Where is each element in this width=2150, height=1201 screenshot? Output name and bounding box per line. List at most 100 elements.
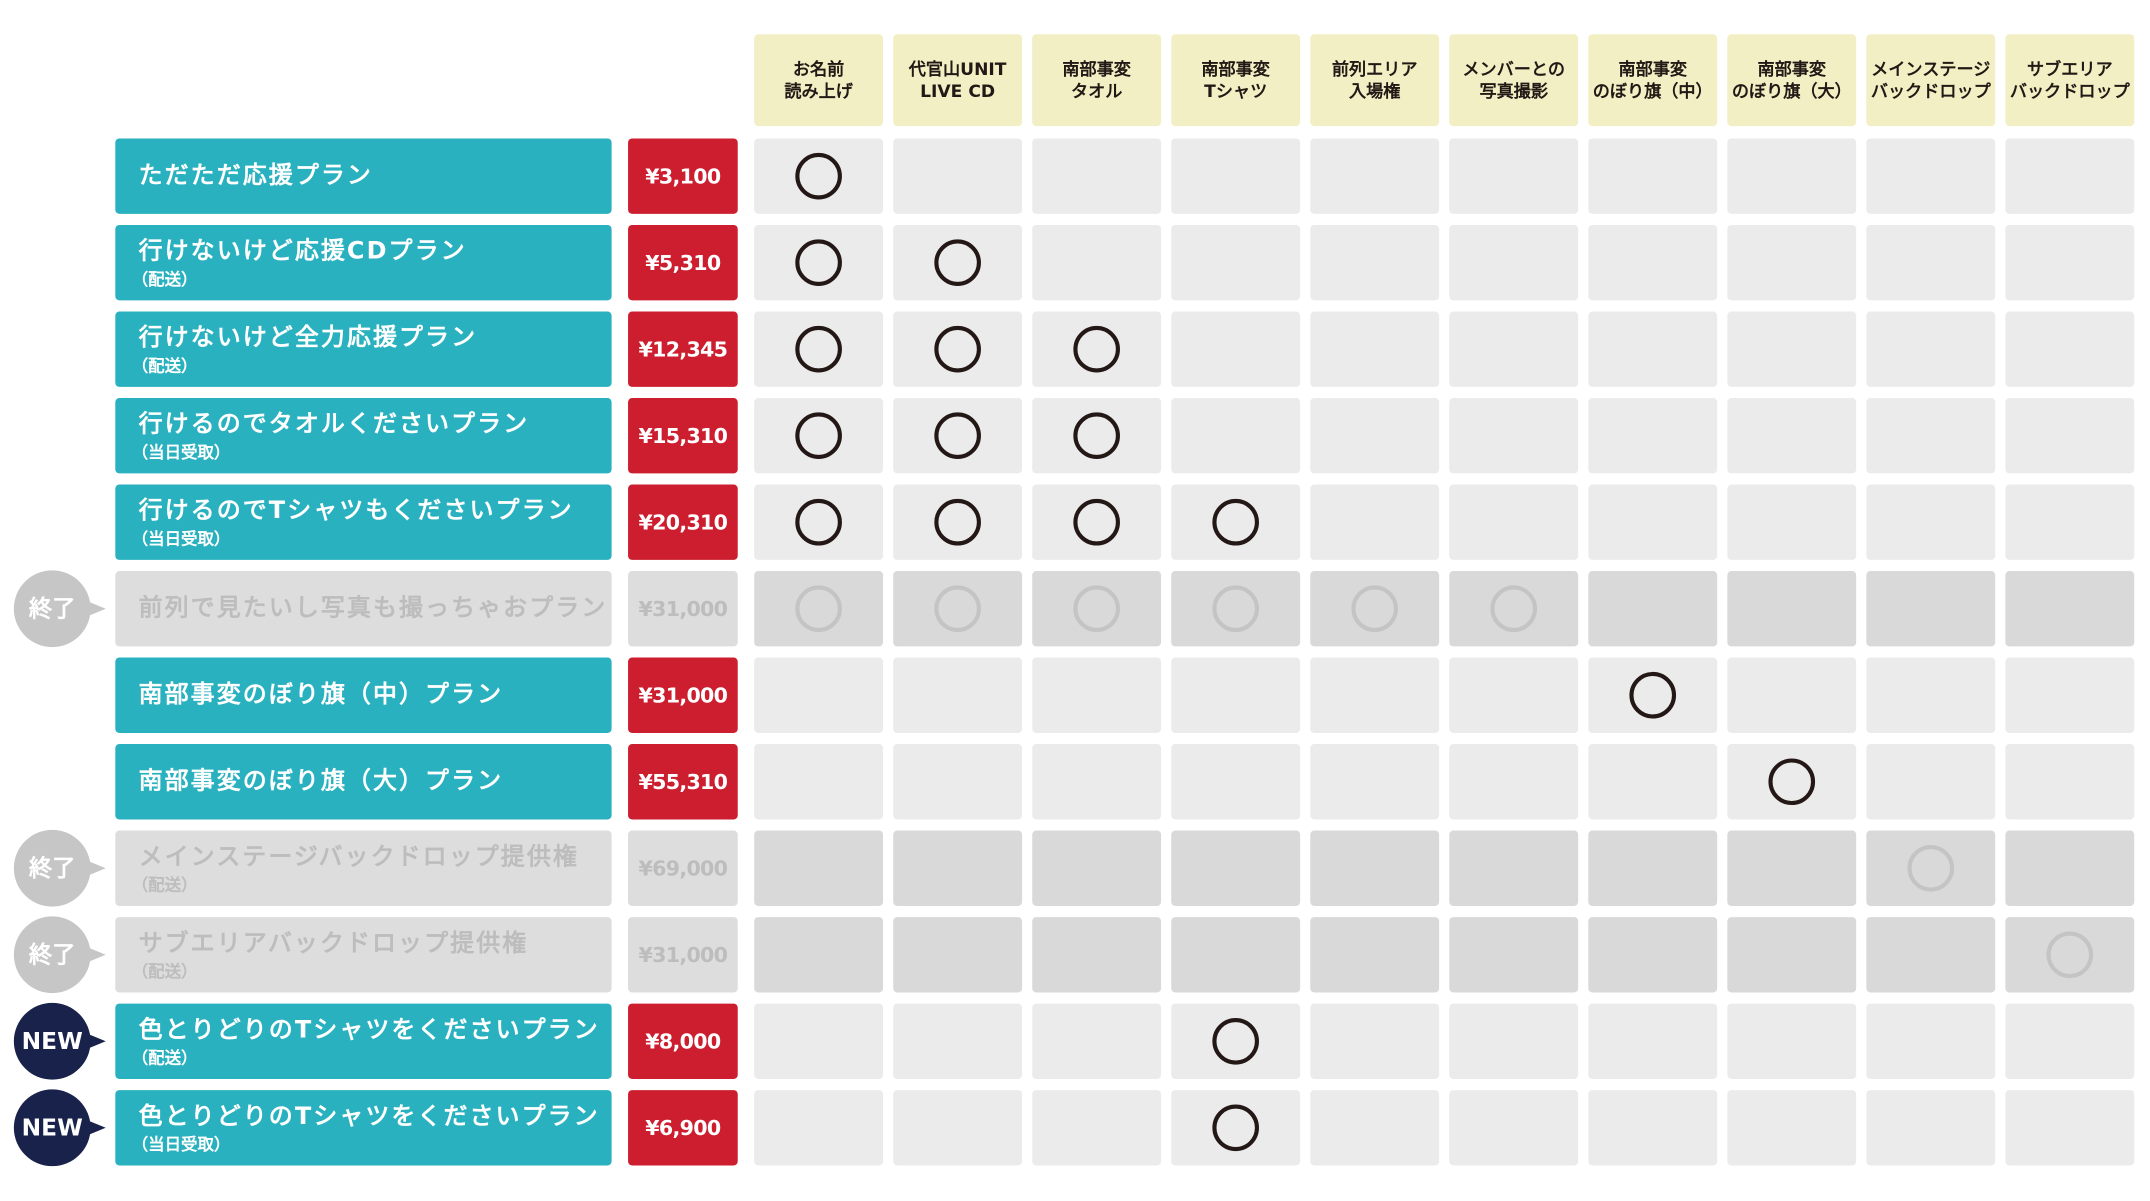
cell (1449, 571, 1579, 647)
cell (2005, 917, 2135, 993)
cell (1866, 657, 1996, 733)
cell (754, 830, 884, 906)
price-box (628, 484, 738, 560)
cell (1588, 1003, 1718, 1079)
cell (2005, 1003, 2135, 1079)
column-header-label: サブエリア (2027, 59, 2113, 80)
cell (1032, 484, 1162, 560)
column-header-label: Tシャツ (1204, 82, 1267, 102)
cell (754, 224, 884, 301)
plan-box (115, 1003, 612, 1079)
included-mark (795, 412, 842, 460)
cell (1449, 224, 1579, 301)
price-box (628, 571, 738, 647)
cell (754, 744, 884, 820)
plan-name: 前列で見たいし写真も撮っちゃおプラン (139, 594, 608, 622)
cell (1727, 138, 1857, 214)
cell (893, 657, 1023, 733)
column-header-label: お名前 (793, 59, 844, 80)
cell (1171, 830, 1301, 906)
plan-note: （当日受取） (132, 443, 231, 462)
included-mark (934, 325, 981, 373)
cell (1310, 917, 1440, 993)
cell (893, 917, 1023, 993)
column-header-label: LIVE CD (920, 82, 995, 102)
price: ¥12,345 (638, 338, 727, 362)
cell (1171, 484, 1301, 560)
cell (2005, 224, 2135, 301)
plan-name: 南部事変のぼり旗（中）プラン (139, 680, 504, 708)
cell (754, 1003, 884, 1079)
cell (1310, 484, 1440, 560)
cell (1032, 311, 1162, 387)
cell (754, 1090, 884, 1166)
cell (1588, 744, 1718, 820)
cell (1727, 224, 1857, 301)
column-header (1866, 34, 1996, 127)
column-header (754, 34, 884, 127)
cell (1171, 1090, 1301, 1166)
cell (893, 1090, 1023, 1166)
cell (1310, 657, 1440, 733)
plan-name: 南部事変のぼり旗（大）プラン (139, 767, 504, 795)
price: ¥55,310 (638, 770, 727, 794)
plan-box (115, 744, 612, 820)
cell (1449, 830, 1579, 906)
plan-name: メインステージバックドロップ提供権 (139, 842, 579, 870)
cell (1310, 1003, 1440, 1079)
plan-note: （当日受取） (132, 1135, 231, 1154)
cell (1310, 830, 1440, 906)
cell (2005, 138, 2135, 214)
column-header-label: 南部事変 (1201, 59, 1270, 80)
included-mark (1073, 412, 1120, 460)
column-header (1588, 34, 1718, 127)
cell (1310, 398, 1440, 474)
price: ¥5,310 (645, 251, 721, 275)
cell (2005, 657, 2135, 733)
plan-box (115, 917, 612, 993)
included-mark (795, 325, 842, 373)
cell (1727, 1090, 1857, 1166)
cell (1588, 398, 1718, 474)
cell (1171, 571, 1301, 647)
column-header (1171, 34, 1301, 127)
price-box (628, 1090, 738, 1166)
included-mark (1490, 585, 1538, 633)
cell (1032, 571, 1162, 647)
plan-name: 行けるのでTシャツもくださいプラン (138, 496, 574, 524)
badge-label: 終了 (28, 941, 76, 969)
price: ¥3,100 (645, 165, 721, 189)
column-header-label: 南部事変 (1758, 59, 1827, 80)
cell (1032, 830, 1162, 906)
cell (754, 917, 884, 993)
cell (893, 830, 1023, 906)
cell (1171, 917, 1301, 993)
plan-name: 行けないけど応援CDプラン (138, 237, 467, 265)
cell (1727, 744, 1857, 820)
included-mark (1073, 325, 1120, 373)
cell (1727, 1003, 1857, 1079)
cell (1310, 1090, 1440, 1166)
included-mark (2046, 931, 2094, 979)
cell (1866, 1003, 1996, 1079)
cell (1032, 657, 1162, 733)
column-header-label: 南部事変 (1618, 59, 1687, 80)
cell (1588, 484, 1718, 560)
column-header (893, 34, 1023, 127)
plan-name: サブエリアバックドロップ提供権 (139, 929, 529, 957)
included-mark (1073, 585, 1120, 633)
cell (1449, 917, 1579, 993)
included-mark (1212, 1017, 1259, 1065)
cell (1866, 830, 1996, 906)
included-mark (1073, 498, 1120, 546)
cell (1727, 657, 1857, 733)
cell (1727, 571, 1857, 647)
cell (893, 744, 1023, 820)
cell (1171, 657, 1301, 733)
plan-note: （配送） (132, 1049, 198, 1068)
cell (1171, 138, 1301, 214)
plan-note: （当日受取） (132, 530, 231, 549)
cell (893, 138, 1023, 214)
